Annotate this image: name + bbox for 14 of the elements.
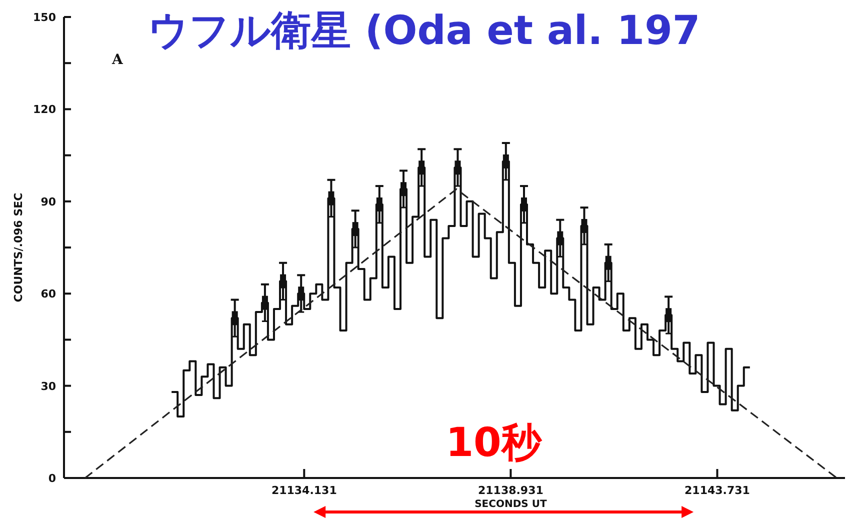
y-tick-label: 90 bbox=[40, 195, 56, 208]
y-tick-label: 0 bbox=[48, 472, 56, 485]
annotation: 10秒 bbox=[446, 420, 542, 466]
y-tick-label: 60 bbox=[40, 288, 56, 301]
x-tick-label: 21138.931 bbox=[478, 484, 544, 497]
y-tick-label: 150 bbox=[33, 11, 56, 24]
y-axis-title: COUNTS/.096 SEC bbox=[12, 192, 25, 302]
annotation: A bbox=[111, 52, 124, 68]
x-axis-title: SECONDS UT bbox=[474, 499, 547, 510]
y-tick-label: 120 bbox=[33, 103, 56, 116]
x-tick-label: 21134.131 bbox=[271, 484, 337, 497]
y-tick-label: 30 bbox=[40, 380, 56, 393]
x-tick-label: 21143.731 bbox=[684, 484, 750, 497]
chart-title: ウフル衛星 (Oda et al. 197 bbox=[148, 8, 700, 54]
